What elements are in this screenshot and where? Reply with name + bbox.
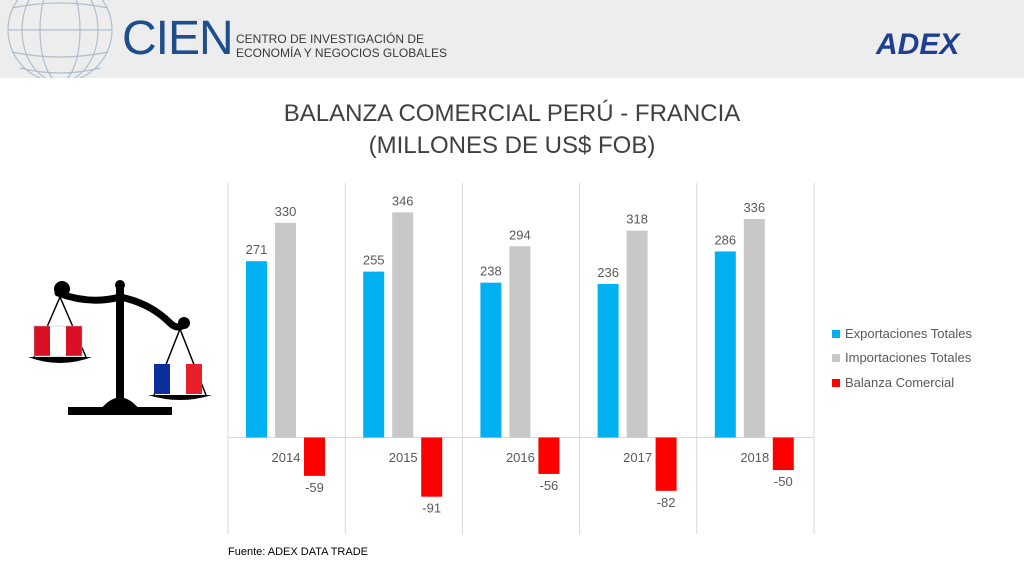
bar-exports-2015 (363, 271, 385, 438)
data-label-imports-2017: 318 (626, 212, 648, 227)
legend-swatch-imports (832, 354, 840, 362)
data-label-balance-2018: -50 (774, 474, 793, 489)
data-label-exports-2014: 271 (246, 242, 268, 257)
data-label-exports-2018: 286 (714, 232, 736, 247)
bar-imports-2014 (275, 222, 296, 438)
bar-balance-2018 (772, 437, 794, 471)
bar-imports-2015 (392, 212, 414, 438)
cien-subtitle: CENTRO DE INVESTIGACIÓN DE ECONOMÍA Y NE… (236, 32, 447, 60)
data-label-imports-2014: 330 (275, 204, 297, 219)
header-banner: CIEN CENTRO DE INVESTIGACIÓN DE ECONOMÍA… (0, 0, 1024, 78)
data-label-balance-2017: -82 (657, 495, 676, 510)
chart-title: BALANZA COMERCIAL PERÚ - FRANCIA (MILLON… (0, 98, 1024, 162)
bar-exports-2017 (597, 283, 619, 438)
bar-exports-2016 (480, 282, 502, 438)
category-label-2017: 2017 (623, 450, 652, 465)
bar-imports-2016 (509, 246, 531, 438)
legend-label-balance: Balanza Comercial (845, 375, 955, 390)
bar-balance-2015 (421, 437, 443, 497)
peru-flag-icon (33, 325, 83, 357)
bar-imports-2018 (743, 218, 765, 438)
cien-subtitle-line1: CENTRO DE INVESTIGACIÓN DE (236, 32, 425, 46)
data-label-balance-2014: -59 (305, 480, 324, 495)
cien-subtitle-line2: ECONOMÍA Y NEGOCIOS GLOBALES (236, 46, 447, 60)
balance-scale-icon (28, 280, 212, 415)
cien-logo: CIEN (122, 12, 234, 65)
data-label-imports-2016: 294 (509, 227, 531, 242)
bar-balance-2014 (304, 437, 325, 476)
data-label-balance-2016: -56 (540, 478, 559, 493)
chart-title-line2: (MILLONES DE US$ FOB) (368, 132, 656, 159)
data-label-balance-2015: -91 (422, 501, 441, 516)
source-note: Fuente: ADEX DATA TRADE (228, 546, 368, 558)
data-label-exports-2015: 255 (363, 253, 385, 268)
adex-logo: ADEX (876, 28, 960, 61)
category-label-2016: 2016 (506, 450, 535, 465)
france-flag-icon (154, 364, 202, 394)
bar-imports-2017 (626, 230, 648, 438)
bar-balance-2017 (655, 437, 677, 491)
bar-balance-2016 (538, 437, 560, 474)
data-label-imports-2018: 336 (743, 200, 765, 215)
data-label-imports-2015: 346 (392, 193, 414, 208)
bar-exports-2018 (714, 251, 736, 438)
legend-swatch-exports (832, 330, 840, 338)
legend-label-imports: Importaciones Totales (845, 350, 972, 365)
category-label-2018: 2018 (740, 450, 769, 465)
data-label-exports-2017: 236 (597, 265, 619, 280)
category-label-2015: 2015 (389, 450, 418, 465)
chart-title-line1: BALANZA COMERCIAL PERÚ - FRANCIA (283, 100, 741, 127)
legend-label-exports: Exportaciones Totales (845, 326, 972, 341)
globe-icon (7, 0, 113, 78)
category-label-2014: 2014 (272, 450, 301, 465)
bar-exports-2014 (246, 261, 267, 438)
legend-swatch-balance (832, 379, 840, 387)
data-label-exports-2016: 238 (480, 264, 502, 279)
